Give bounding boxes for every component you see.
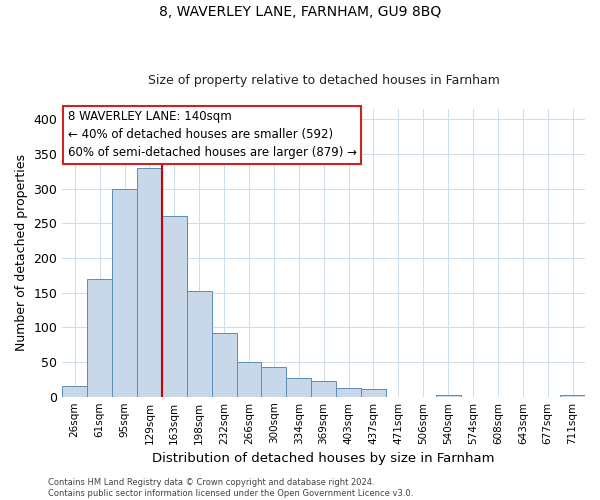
Bar xyxy=(112,188,137,396)
Bar xyxy=(137,168,162,396)
Bar xyxy=(262,367,286,396)
Bar xyxy=(187,290,212,397)
Bar xyxy=(62,386,87,396)
Title: Size of property relative to detached houses in Farnham: Size of property relative to detached ho… xyxy=(148,74,500,87)
Bar xyxy=(361,389,386,396)
Bar xyxy=(436,394,461,396)
Bar xyxy=(162,216,187,396)
Bar xyxy=(212,333,236,396)
Bar xyxy=(560,394,585,396)
X-axis label: Distribution of detached houses by size in Farnham: Distribution of detached houses by size … xyxy=(152,452,495,465)
Bar xyxy=(236,362,262,396)
Bar xyxy=(286,378,311,396)
Text: 8 WAVERLEY LANE: 140sqm
← 40% of detached houses are smaller (592)
60% of semi-d: 8 WAVERLEY LANE: 140sqm ← 40% of detache… xyxy=(68,110,356,160)
Y-axis label: Number of detached properties: Number of detached properties xyxy=(15,154,28,352)
Bar xyxy=(311,382,336,396)
Text: 8, WAVERLEY LANE, FARNHAM, GU9 8BQ: 8, WAVERLEY LANE, FARNHAM, GU9 8BQ xyxy=(159,5,441,19)
Bar xyxy=(87,279,112,396)
Bar xyxy=(336,388,361,396)
Text: Contains HM Land Registry data © Crown copyright and database right 2024.
Contai: Contains HM Land Registry data © Crown c… xyxy=(48,478,413,498)
